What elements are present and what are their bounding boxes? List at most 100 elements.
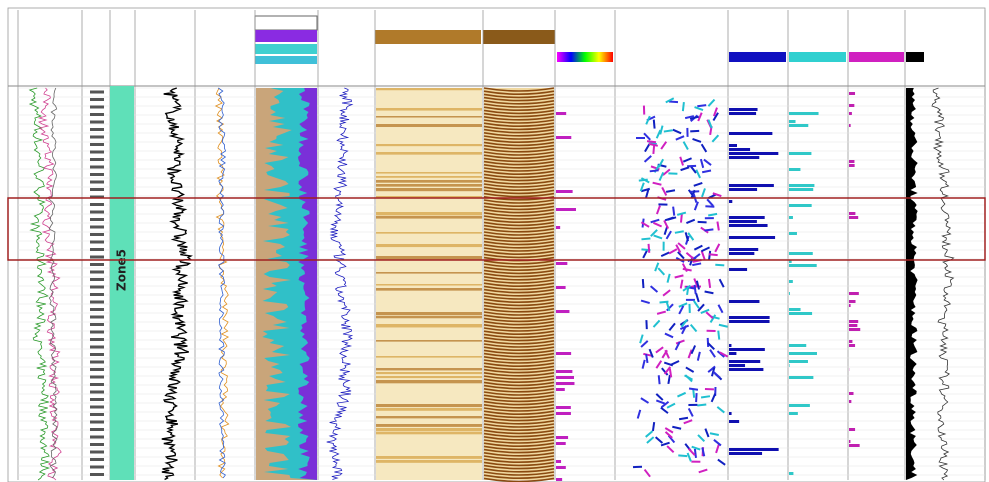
bar bbox=[729, 220, 757, 223]
depth-mark bbox=[90, 421, 104, 424]
spectrum-spike bbox=[556, 436, 568, 439]
tadpole bbox=[664, 130, 673, 131]
tadpole bbox=[679, 418, 688, 419]
spectrum-spike bbox=[556, 412, 571, 415]
depth-mark bbox=[90, 466, 104, 469]
image-stripe bbox=[376, 312, 482, 315]
bar bbox=[789, 352, 817, 355]
bar bbox=[729, 248, 758, 251]
depth-mark bbox=[90, 338, 104, 341]
bar bbox=[849, 344, 855, 347]
bar bbox=[849, 440, 850, 443]
bar bbox=[849, 216, 858, 219]
depth-mark bbox=[90, 398, 104, 401]
spectrum-spike bbox=[556, 226, 560, 229]
well-log-view: Zone5 bbox=[0, 0, 989, 482]
bar bbox=[729, 224, 768, 227]
header-black bbox=[906, 52, 924, 62]
tadpole bbox=[701, 396, 710, 397]
depth-mark bbox=[90, 458, 104, 461]
bar bbox=[849, 160, 854, 163]
tadpole bbox=[673, 207, 674, 216]
header-purple bbox=[255, 30, 317, 42]
tadpole bbox=[697, 105, 706, 106]
depth-mark bbox=[90, 106, 104, 109]
tadpole bbox=[647, 141, 656, 142]
depth-mark bbox=[90, 113, 104, 116]
tadpole bbox=[681, 214, 682, 223]
bar bbox=[729, 412, 732, 415]
bar bbox=[729, 144, 737, 147]
spectrum-spike bbox=[556, 112, 566, 115]
spectrum-spike bbox=[556, 310, 569, 313]
image-stripe bbox=[376, 372, 482, 374]
image-stripe bbox=[376, 284, 482, 286]
bar bbox=[849, 444, 860, 447]
header-image-scale bbox=[483, 30, 555, 44]
image-stripe bbox=[376, 340, 482, 342]
bar bbox=[789, 184, 814, 187]
depth-mark bbox=[90, 271, 104, 274]
image-stripe bbox=[376, 432, 482, 434]
image-stripe bbox=[376, 244, 482, 247]
depth-mark bbox=[90, 428, 104, 431]
bar bbox=[729, 364, 745, 367]
image-stripe bbox=[376, 88, 482, 90]
header-blue bbox=[729, 52, 786, 62]
depth-mark bbox=[90, 98, 104, 101]
bar bbox=[789, 216, 793, 219]
image-stripe bbox=[376, 184, 482, 187]
depth-mark bbox=[90, 451, 104, 454]
depth-mark bbox=[90, 203, 104, 206]
bar bbox=[789, 344, 806, 347]
header-teal bbox=[255, 56, 317, 64]
depth-mark bbox=[90, 323, 104, 326]
image-stripe bbox=[376, 152, 482, 155]
depth-mark bbox=[90, 241, 104, 244]
depth-mark bbox=[90, 128, 104, 131]
depth-mark bbox=[90, 256, 104, 259]
bar bbox=[849, 400, 851, 403]
depth-mark bbox=[90, 308, 104, 311]
depth-mark bbox=[90, 278, 104, 281]
depth-mark bbox=[90, 263, 104, 266]
depth-mark bbox=[90, 158, 104, 161]
bar bbox=[729, 360, 760, 363]
depth-mark bbox=[90, 383, 104, 386]
depth-mark bbox=[90, 443, 104, 446]
bar bbox=[729, 236, 775, 239]
spectrum-spike bbox=[556, 466, 566, 469]
image-stripe bbox=[376, 180, 482, 183]
depth-mark bbox=[90, 436, 104, 439]
depth-mark bbox=[90, 406, 104, 409]
tadpole bbox=[660, 302, 669, 303]
bar bbox=[729, 108, 758, 111]
bar bbox=[849, 112, 852, 115]
bar bbox=[789, 472, 793, 475]
depth-mark bbox=[90, 353, 104, 356]
tadpole bbox=[718, 331, 719, 340]
tadpole bbox=[669, 102, 678, 103]
bar bbox=[849, 392, 854, 395]
spectrum-spike bbox=[556, 190, 573, 193]
tadpole bbox=[643, 279, 644, 288]
bar bbox=[789, 204, 812, 207]
bar bbox=[729, 420, 739, 423]
spectrum-spike bbox=[556, 406, 571, 409]
image-stripe bbox=[376, 108, 482, 111]
bar bbox=[789, 412, 798, 415]
bar bbox=[729, 184, 774, 187]
bar bbox=[789, 120, 796, 123]
header-cyan bbox=[789, 52, 846, 62]
spectrum-spike bbox=[556, 388, 565, 391]
tadpole bbox=[704, 229, 713, 230]
tadpole bbox=[695, 449, 696, 458]
spectrum-spike bbox=[556, 478, 562, 481]
bar bbox=[789, 232, 797, 235]
bar bbox=[789, 376, 813, 379]
spectrum-spike bbox=[556, 286, 566, 289]
tadpole bbox=[689, 389, 698, 390]
depth-mark bbox=[90, 473, 104, 476]
depth-mark bbox=[90, 226, 104, 229]
image-stripe bbox=[376, 380, 482, 383]
